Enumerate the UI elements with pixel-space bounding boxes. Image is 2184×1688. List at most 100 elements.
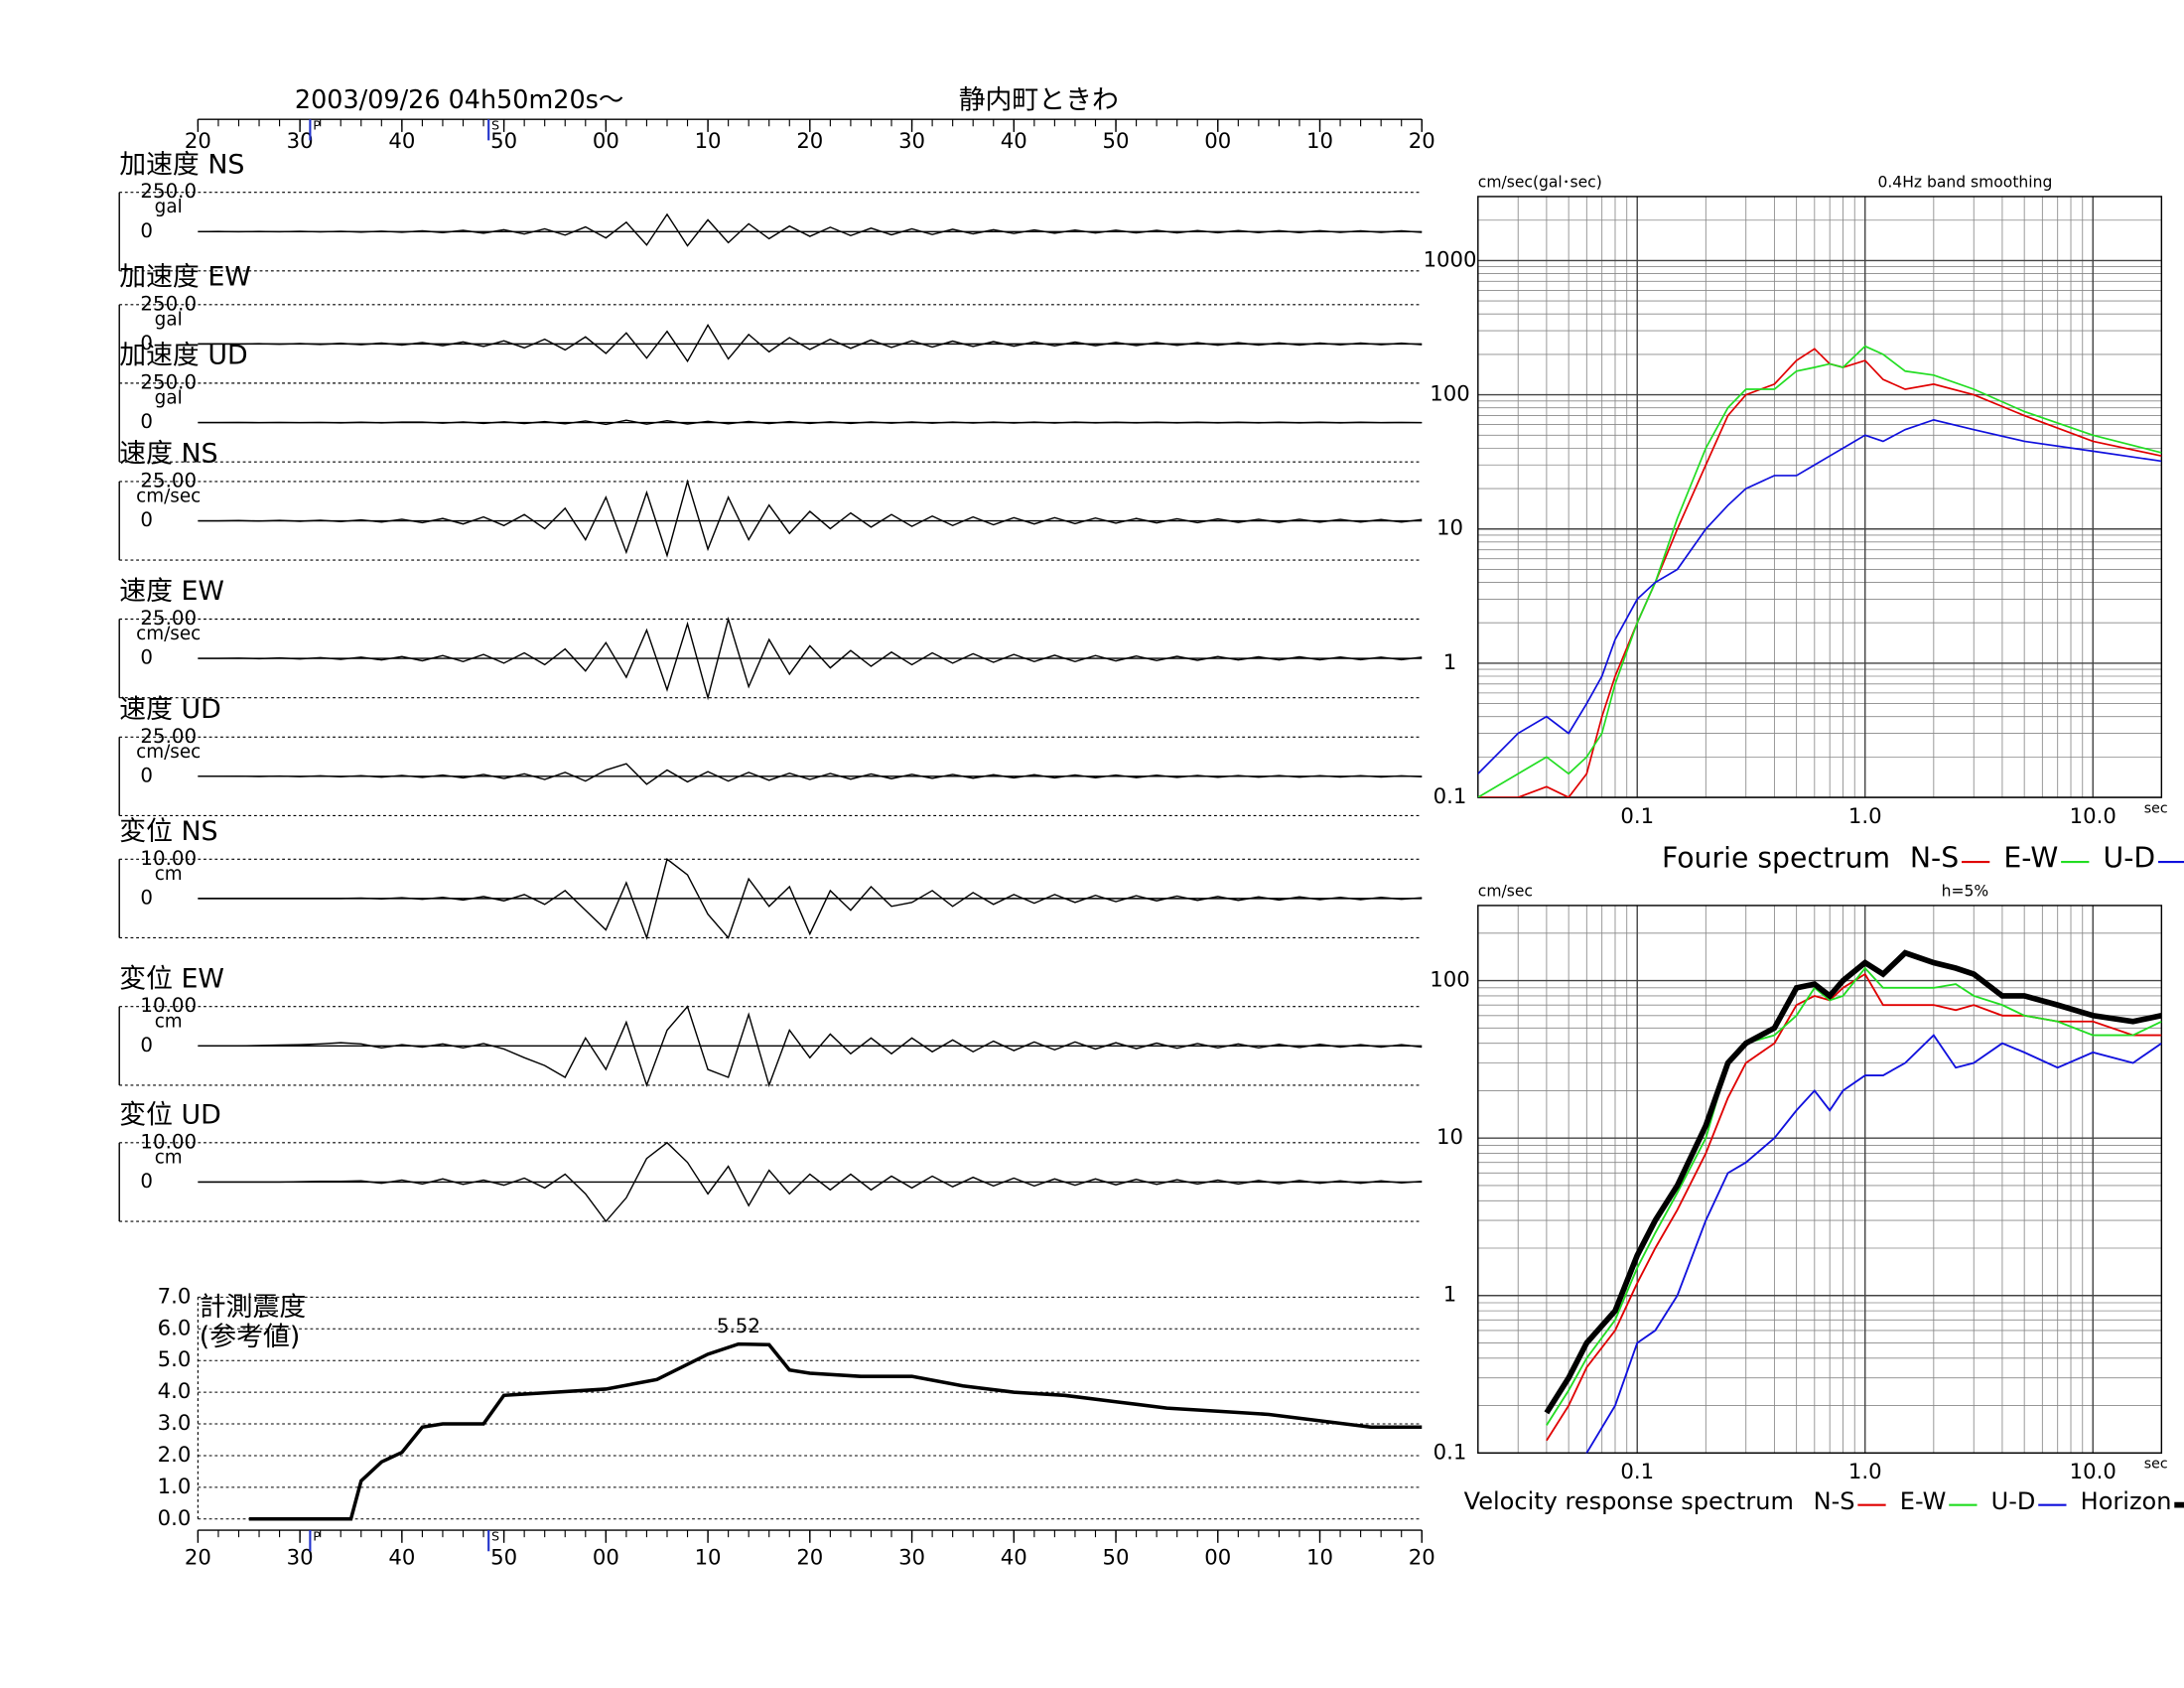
y-tick-label: 0.1: [1433, 783, 1467, 808]
x-tick-label: 50: [1103, 1544, 1130, 1569]
x-unit: sec: [2144, 1457, 2168, 1473]
legend-title: Velocity response spectrum: [1464, 1487, 1794, 1515]
spectrum-line: [1544, 949, 2162, 1415]
y-tick-label: 10.00: [140, 994, 197, 1017]
phase-label: P: [313, 1529, 321, 1544]
trace-name: 加速度 EW: [119, 261, 251, 292]
record-title: 2003/09/26 04h50m20s～: [295, 84, 623, 114]
y-tick-label: 250.0: [140, 292, 197, 315]
trace-unit: cm/sec: [136, 486, 201, 506]
x-tick-label: 50: [490, 128, 517, 153]
x-tick-label: 10: [1306, 128, 1333, 153]
trace-unit: cm: [155, 864, 183, 885]
spectrum-line: [1477, 345, 2162, 798]
waveform: [198, 763, 1423, 785]
station-name: 静内町ときわ: [959, 84, 1119, 115]
y-tick-label: 100: [1430, 967, 1469, 992]
x-tick-label: 20: [796, 1544, 823, 1569]
x-tick-label: 30: [898, 128, 925, 153]
y-tick-label: 5.0: [158, 1346, 192, 1371]
y-tick-label: 10: [1436, 515, 1463, 540]
x-tick-label: 50: [490, 1544, 517, 1569]
y-tick-label: 1: [1443, 649, 1456, 674]
waveform: [198, 419, 1423, 426]
y-tick-label: 25.00: [140, 607, 197, 630]
y-tick-label: 25.00: [140, 725, 197, 748]
x-tick-label: 00: [1204, 1544, 1231, 1569]
spectrum-line: [1585, 1034, 2162, 1454]
x-unit: sec: [2144, 800, 2168, 816]
legend-label: U-D: [1991, 1487, 2036, 1515]
phase-label: P: [313, 118, 321, 133]
trace-unit: gal: [155, 388, 183, 409]
plot-note: 0.4Hz band smoothing: [1877, 173, 2052, 191]
legend-label: N-S: [1814, 1487, 1855, 1515]
waveform: [198, 479, 1423, 558]
x-tick-label: 20: [1409, 1544, 1435, 1569]
trace-unit: cm: [155, 1011, 183, 1032]
trace-name: 速度 UD: [119, 694, 221, 725]
trace-unit: cm/sec: [136, 742, 201, 763]
y-tick-label: 25.00: [140, 469, 197, 492]
y-tick-label: 0.0: [158, 1505, 192, 1530]
peak-label: 5.52: [717, 1315, 760, 1337]
trace-name: 変位 EW: [119, 963, 224, 994]
trace-name: 加速度 UD: [119, 341, 247, 371]
waveform: [198, 212, 1423, 247]
trace-unit: gal: [155, 309, 183, 330]
y-tick-label: 0: [140, 332, 153, 354]
y-tick-label: 1000: [1424, 246, 1477, 271]
intensity-title: 計測震度: [200, 1292, 306, 1323]
spectrum-line: [1546, 972, 2162, 1442]
waveform: [198, 858, 1423, 940]
x-tick-label: 00: [593, 128, 619, 153]
x-tick-label: 30: [287, 128, 314, 153]
y-tick-label: 1.0: [158, 1474, 192, 1498]
y-tick-label: 0: [140, 410, 153, 433]
x-tick-label: 10: [695, 128, 722, 153]
y-tick-label: 0: [140, 1034, 153, 1056]
y-tick-label: 10: [1436, 1124, 1463, 1149]
intensity-subtitle: (参考値): [200, 1322, 301, 1352]
spectrum-line: [1477, 348, 2162, 798]
y-tick-label: 1: [1443, 1282, 1456, 1307]
trace-name: 加速度 NS: [119, 149, 244, 180]
trace-name: 変位 NS: [119, 816, 217, 847]
x-tick-label: 20: [185, 1544, 211, 1569]
y-tick-label: 0: [140, 508, 153, 531]
y-unit: cm/sec(gal･sec): [1478, 173, 1602, 191]
trace-unit: cm: [155, 1147, 183, 1168]
x-tick-label: 40: [1001, 128, 1027, 153]
x-tick-label: 10.0: [2070, 1459, 2116, 1483]
y-tick-label: 3.0: [158, 1410, 192, 1435]
spectrum-line: [1546, 966, 2162, 1426]
x-tick-label: 00: [1204, 128, 1231, 153]
plot-note: h=5%: [1942, 882, 1989, 900]
legend-label: U-D: [2104, 841, 2156, 874]
legend-label: E-W: [2003, 841, 2058, 874]
y-tick-label: 4.0: [158, 1378, 192, 1403]
y-tick-label: 0: [140, 886, 153, 909]
intensity-line: [248, 1341, 1423, 1521]
y-tick-label: 10.00: [140, 847, 197, 870]
x-tick-label: 20: [185, 128, 211, 153]
x-tick-label: 0.1: [1620, 803, 1654, 828]
spectrum-line: [1477, 418, 2162, 774]
x-tick-label: 1.0: [1848, 1459, 1882, 1483]
x-tick-label: 30: [898, 1544, 925, 1569]
legend-title: Fourie spectrum: [1662, 841, 1890, 874]
waveform: [198, 616, 1423, 701]
trace-name: 速度 EW: [119, 576, 224, 607]
trace-name: 変位 UD: [119, 1100, 221, 1131]
waveform: [198, 323, 1423, 363]
y-tick-label: 0: [140, 764, 153, 786]
y-tick-label: 2.0: [158, 1442, 192, 1467]
x-tick-label: 20: [1409, 128, 1435, 153]
x-tick-label: 40: [1001, 1544, 1027, 1569]
legend-label: N-S: [1910, 841, 1959, 874]
y-tick-label: 250.0: [140, 370, 197, 393]
x-tick-label: 10: [1306, 1544, 1333, 1569]
legend-label: E-W: [1900, 1487, 1947, 1515]
trace-name: 速度 NS: [119, 439, 217, 470]
